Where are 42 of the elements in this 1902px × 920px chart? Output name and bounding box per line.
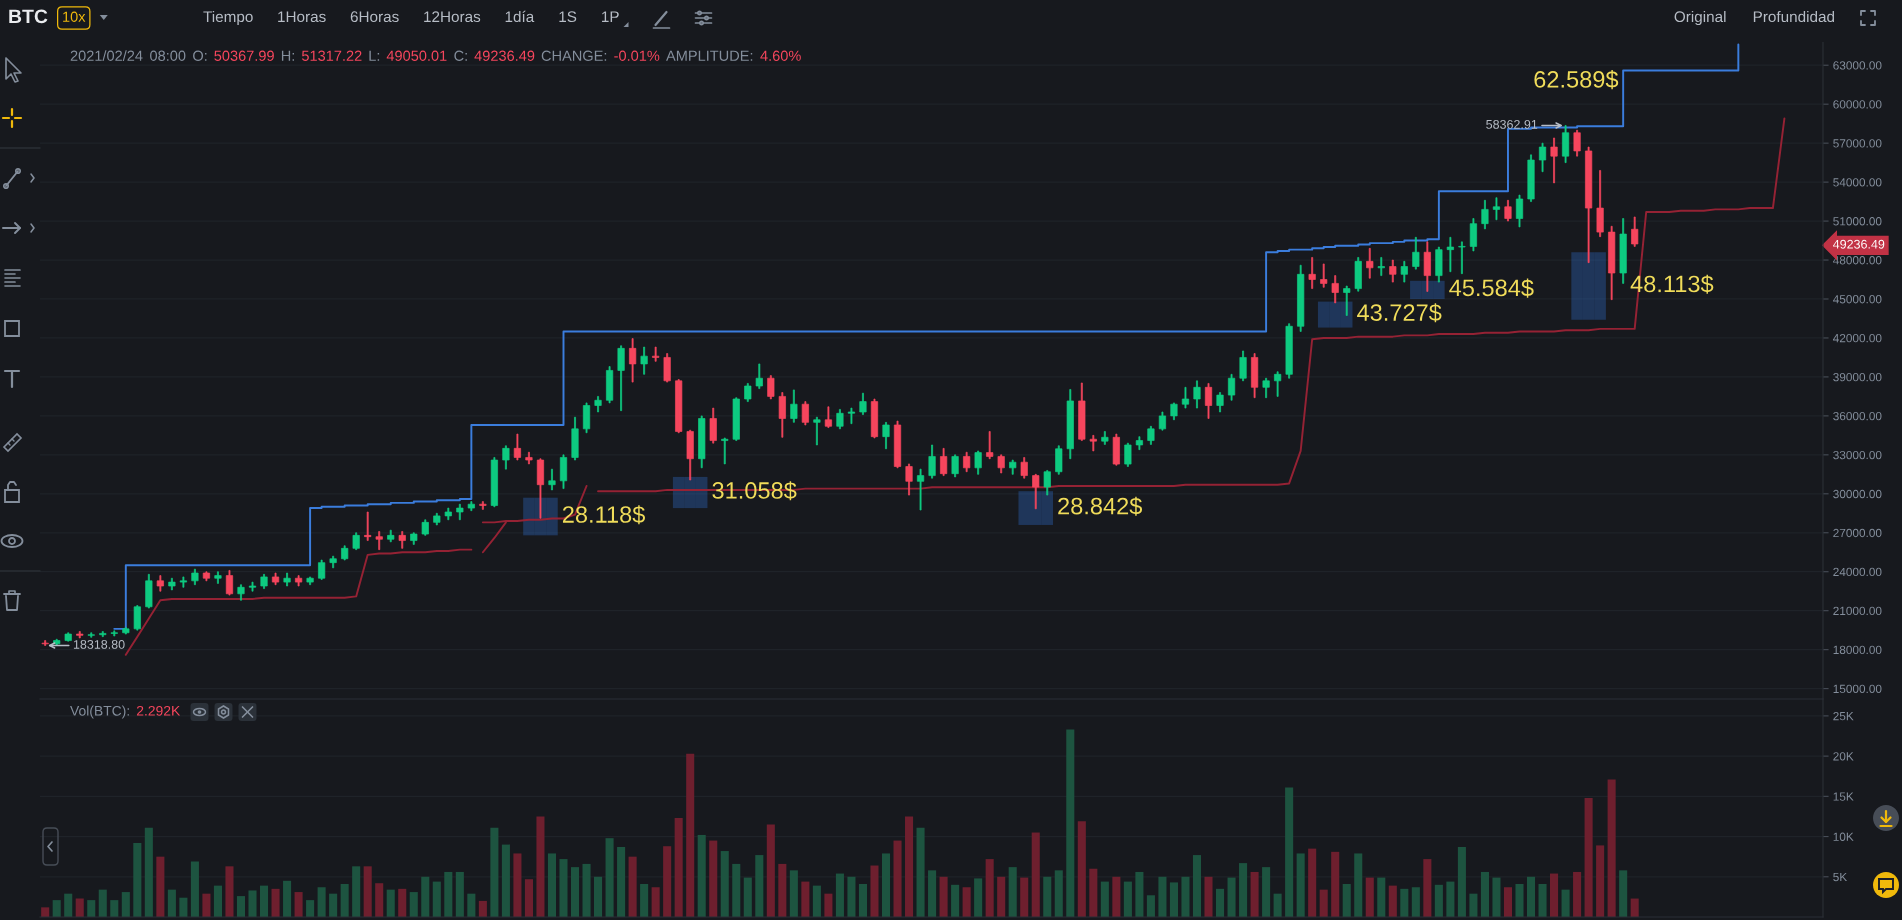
y-tick-label: 57000.00	[1833, 139, 1882, 148]
y-tick-label: 15K	[1833, 792, 1854, 801]
annotation: 43.727$	[1357, 303, 1442, 323]
y-tick-label: 15000.00	[1833, 684, 1882, 693]
y-tick-label: 21000.00	[1833, 606, 1882, 616]
annotation: 18318.80	[73, 640, 125, 649]
chart-title: Vol(BTC): 2.292K	[70, 705, 181, 719]
y-tick-label: 10K	[1833, 832, 1854, 841]
text: 6Horas	[350, 11, 399, 23]
y-tick-label: 30000.00	[1833, 489, 1882, 499]
y-tick-label: 25K	[1833, 711, 1854, 721]
chart-title: BTC	[9, 9, 48, 24]
y-tick-label: 51000.00	[1833, 217, 1882, 226]
y-tick-label: 24000.00	[1833, 567, 1882, 577]
series-label: 62.589$	[1534, 70, 1619, 90]
y-tick-label: 60000.00	[1833, 100, 1882, 109]
annotation: 45.584$	[1449, 278, 1534, 298]
y-tick-label: 27000.00	[1833, 528, 1882, 538]
text: 1P	[602, 11, 619, 22]
text: 1día	[505, 10, 535, 23]
text: Original	[1674, 10, 1726, 26]
text: Profundidad	[1753, 10, 1835, 23]
text: 1S	[559, 11, 577, 23]
text: 1Horas	[278, 11, 326, 23]
y-tick-label: 5K	[1833, 872, 1848, 882]
y-tick-label: 18000.00	[1833, 645, 1882, 655]
text: 10x	[63, 11, 86, 22]
text: 2021/02/24 08:00 O: 50367.99 H: 51317.22 L: 49050.01 C: 49236.49 CHANGE: -0.01% AMPLITUDE: 4.60%	[70, 50, 801, 61]
y-tick-label: 54000.00	[1833, 178, 1882, 187]
y-tick-label: 48000.00	[1832, 256, 1882, 265]
y-tick-label: 33000.00	[1833, 450, 1882, 460]
annotation: 58362.91	[1486, 119, 1538, 129]
y-tick-label: 36000.00	[1833, 411, 1882, 421]
annotation: 28.842$	[1058, 496, 1143, 516]
text: 12Horas	[424, 11, 481, 23]
y-tick-label: 20K	[1833, 752, 1854, 761]
y-tick-label: 49236.49	[1833, 239, 1885, 249]
y-tick-label: 42000.00	[1832, 333, 1882, 343]
y-tick-label: 39000.00	[1833, 372, 1882, 382]
text: Tiempo	[203, 10, 253, 26]
y-tick-label: 45000.00	[1832, 295, 1882, 304]
y-tick-label: 63000.00	[1833, 61, 1882, 70]
